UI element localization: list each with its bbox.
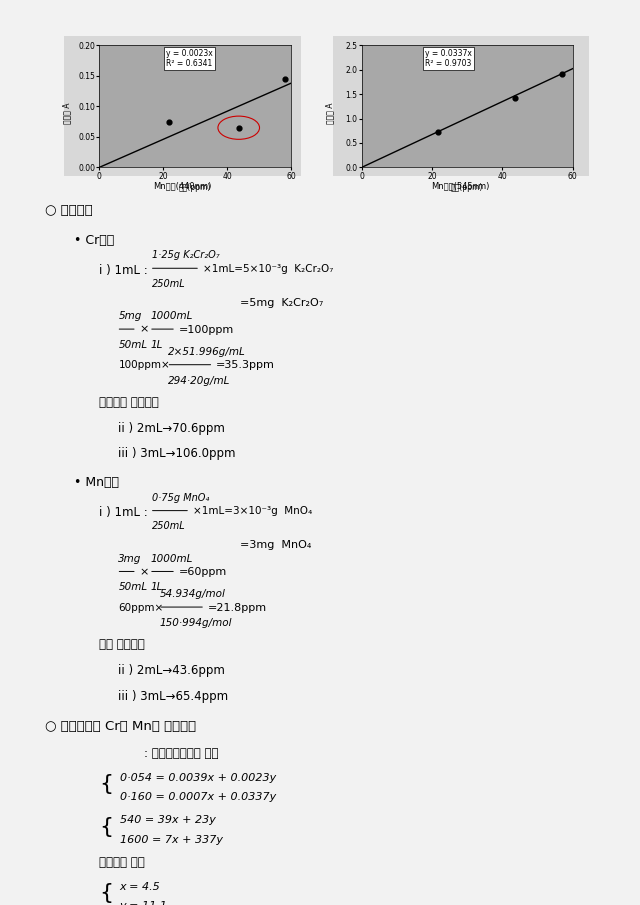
Text: 150·994g/mol: 150·994g/mol xyxy=(160,618,232,628)
Point xyxy=(234,120,244,135)
X-axis label: 농도(ppm): 농도(ppm) xyxy=(179,184,211,193)
Text: Mn용액(440nm): Mn용액(440nm) xyxy=(153,181,212,190)
Text: y = 0.0337x
R² = 0.9703: y = 0.0337x R² = 0.9703 xyxy=(425,49,472,68)
Text: =100ppm: =100ppm xyxy=(179,325,234,335)
Text: 0·054 = 0.0039x + 0.0023y: 0·054 = 0.0039x + 0.0023y xyxy=(120,773,276,783)
Point xyxy=(557,66,568,81)
Text: ○ 농도계산: ○ 농도계산 xyxy=(45,204,93,216)
Text: ×: × xyxy=(140,325,148,335)
Text: ii ) 2mL→43.6ppm: ii ) 2mL→43.6ppm xyxy=(118,664,225,677)
Text: 250mL: 250mL xyxy=(152,521,186,531)
Text: {: { xyxy=(99,816,113,836)
Text: 1000mL: 1000mL xyxy=(151,554,193,564)
Text: Mn용액(545nm): Mn용액(545nm) xyxy=(431,181,490,190)
Text: 1L: 1L xyxy=(151,582,163,592)
Text: 3mg: 3mg xyxy=(118,554,142,564)
Text: =3mg  MnO₄: =3mg MnO₄ xyxy=(240,540,312,550)
Text: 같은 방법으로: 같은 방법으로 xyxy=(99,638,145,652)
Text: ○ 미지시료내 Cr과 Mn의 농도계산: ○ 미지시료내 Cr과 Mn의 농도계산 xyxy=(45,720,196,733)
Text: 50mL: 50mL xyxy=(118,340,148,350)
Text: iii ) 3mL→65.4ppm: iii ) 3mL→65.4ppm xyxy=(118,690,228,703)
Text: iii ) 3mL→106.0ppm: iii ) 3mL→106.0ppm xyxy=(118,447,236,461)
Text: 540 = 39x + 23y: 540 = 39x + 23y xyxy=(120,815,216,825)
Text: 294·20g/mL: 294·20g/mL xyxy=(168,376,230,386)
Text: x = 4.5: x = 4.5 xyxy=(120,881,161,891)
Text: 1L: 1L xyxy=(151,340,163,350)
Text: 흥광도 A: 흥광도 A xyxy=(63,102,72,124)
Text: =60ppm: =60ppm xyxy=(179,567,227,577)
Text: 100ppm×: 100ppm× xyxy=(118,360,170,370)
Text: =21.8ppm: =21.8ppm xyxy=(207,603,267,613)
Text: ii ) 2mL→70.6ppm: ii ) 2mL→70.6ppm xyxy=(118,422,225,434)
Text: 0·160 = 0.0007x + 0.0337y: 0·160 = 0.0007x + 0.0337y xyxy=(120,793,276,803)
Text: : 이원일차방정식 풀이: : 이원일차방정식 풀이 xyxy=(144,748,218,760)
Text: =5mg  K₂Cr₂O₇: =5mg K₂Cr₂O₇ xyxy=(240,298,323,308)
Text: =35.3ppm: =35.3ppm xyxy=(216,360,275,370)
Text: • Mn용액: • Mn용액 xyxy=(74,476,118,489)
Text: ×: × xyxy=(140,567,148,577)
Text: 1·25g K₂Cr₂O₇: 1·25g K₂Cr₂O₇ xyxy=(152,251,220,261)
Text: 마찬가지 방법으로: 마찬가지 방법으로 xyxy=(99,396,159,409)
Text: 0·75g MnO₄: 0·75g MnO₄ xyxy=(152,492,209,502)
Text: 1600 = 7x + 337y: 1600 = 7x + 337y xyxy=(120,834,223,844)
Text: i ) 1mL :: i ) 1mL : xyxy=(99,506,152,519)
Text: 250mL: 250mL xyxy=(152,279,186,289)
Text: y = 11.1: y = 11.1 xyxy=(120,901,168,905)
X-axis label: 농도(ppm): 농도(ppm) xyxy=(451,184,483,193)
Point xyxy=(433,125,444,139)
Text: 5mg: 5mg xyxy=(118,311,142,321)
Text: 54.934g/mol: 54.934g/mol xyxy=(160,589,226,599)
Text: • Cr용액: • Cr용액 xyxy=(74,233,114,247)
Text: 50mL: 50mL xyxy=(118,582,148,592)
Text: {: { xyxy=(99,883,113,903)
Point xyxy=(164,114,174,129)
Text: 연립해서 풀면: 연립해서 풀면 xyxy=(99,856,145,869)
Text: 흥광도 A: 흥광도 A xyxy=(325,102,334,124)
Text: ×1mL=5×10⁻³g  K₂Cr₂O₇: ×1mL=5×10⁻³g K₂Cr₂O₇ xyxy=(204,264,333,274)
Point xyxy=(280,71,290,86)
Text: {: { xyxy=(99,775,113,795)
Text: ×1mL=3×10⁻³g  MnO₄: ×1mL=3×10⁻³g MnO₄ xyxy=(193,506,312,517)
Text: i ) 1mL :: i ) 1mL : xyxy=(99,264,152,277)
Text: y = 0.0023x
R² = 0.6341: y = 0.0023x R² = 0.6341 xyxy=(166,49,213,68)
Text: 2×51.996g/mL: 2×51.996g/mL xyxy=(168,347,246,357)
Text: 1000mL: 1000mL xyxy=(151,311,193,321)
Point xyxy=(510,90,520,105)
Text: 60ppm×: 60ppm× xyxy=(118,603,164,613)
